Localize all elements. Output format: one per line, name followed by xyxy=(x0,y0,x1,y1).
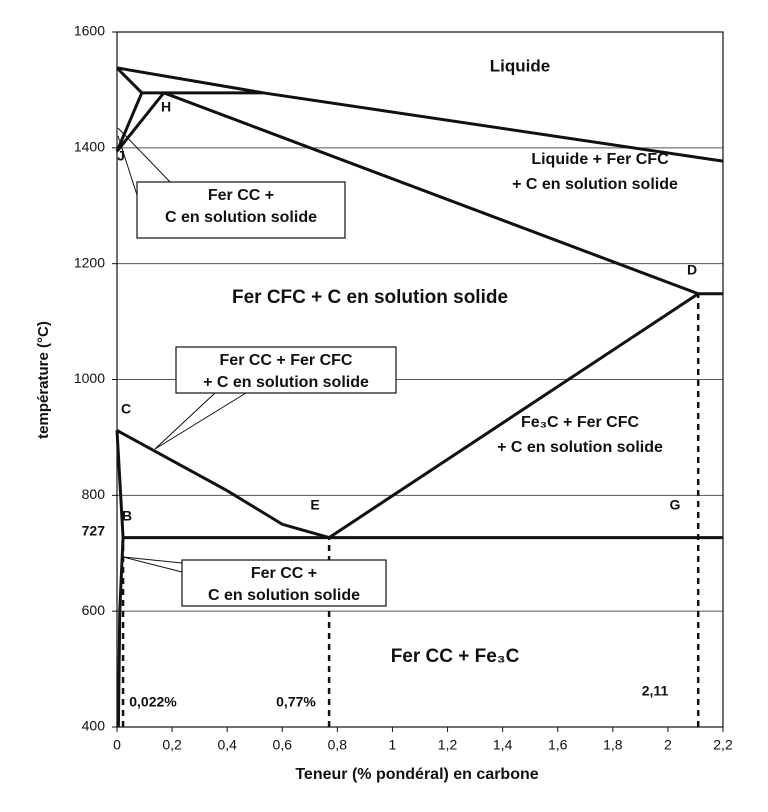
callout-pointer xyxy=(154,392,216,450)
callout-box xyxy=(175,346,397,394)
x-tick-label: 2 xyxy=(664,737,672,753)
phase-boundary xyxy=(115,430,125,538)
callout-pointer xyxy=(122,556,183,564)
composition-label: 0,022% xyxy=(129,694,177,710)
y-tick-label: 1400 xyxy=(74,139,105,155)
region-label: Liquide xyxy=(490,56,550,75)
x-tick-label: 1,8 xyxy=(603,737,623,753)
region-label: + C en solution solide xyxy=(512,176,678,193)
phase-boundary xyxy=(116,429,330,540)
x-tick-label: 1,2 xyxy=(438,737,458,753)
composition-label: 0,77% xyxy=(276,694,316,710)
region-label: + C en solution solide xyxy=(497,439,663,456)
y-tick-label: 600 xyxy=(82,602,106,618)
y-tick-label: 800 xyxy=(82,486,106,502)
callout-box xyxy=(136,181,346,239)
point-label: D xyxy=(687,262,697,278)
phase-boundary xyxy=(115,91,165,153)
x-tick-label: 0,8 xyxy=(328,737,348,753)
callout-text: Fer CC + Fer CFC xyxy=(220,352,353,369)
y-tick-label: 1000 xyxy=(74,370,105,386)
region-label: Liquide + Fer CFC xyxy=(531,151,669,168)
y-axis-title: température (°C) xyxy=(35,321,52,439)
callout-pointer xyxy=(117,135,138,196)
region-label: Fer CC + Fe₃C xyxy=(391,646,520,667)
plot-border xyxy=(116,31,724,728)
phase-boundary xyxy=(115,92,144,152)
y-tick-label: 727 xyxy=(82,522,106,538)
point-label: C xyxy=(121,401,131,417)
callout-text: C en solution solide xyxy=(165,209,317,226)
phase-boundary xyxy=(116,537,125,728)
x-tick-label: 1 xyxy=(389,737,397,753)
phase-boundary xyxy=(116,66,724,163)
x-tick-label: 1,6 xyxy=(548,737,568,753)
callout-text: + C en solution solide xyxy=(203,374,369,391)
x-axis-title: Teneur (% pondéral) en carbone xyxy=(295,766,538,783)
point-label: J xyxy=(117,148,125,164)
callout-box xyxy=(181,559,387,607)
x-tick-label: 0,6 xyxy=(273,737,293,753)
phase-boundary xyxy=(328,292,700,539)
x-tick-label: 0,4 xyxy=(217,737,237,753)
callout-text: Fer CC + xyxy=(208,187,274,204)
point-label: B xyxy=(122,508,132,524)
x-tick-label: 1,4 xyxy=(493,737,513,753)
x-tick-label: 0,2 xyxy=(162,737,182,753)
callout-pointer xyxy=(154,392,247,450)
y-tick-label: 400 xyxy=(82,718,106,734)
callout-pointer xyxy=(117,127,173,185)
point-label: H xyxy=(161,99,171,115)
y-tick-label: 1600 xyxy=(74,23,105,39)
callout-text: C en solution solide xyxy=(208,587,360,604)
region-label: Fer CFC + C en solution solide xyxy=(232,287,508,308)
callout-pointer xyxy=(122,556,183,573)
point-label: G xyxy=(670,497,681,513)
x-tick-label: 2,2 xyxy=(713,737,733,753)
point-label: E xyxy=(310,497,319,513)
composition-label: 2,11 xyxy=(642,683,669,699)
y-tick-label: 1200 xyxy=(74,254,105,270)
callout-text: Fer CC + xyxy=(251,565,317,582)
region-label: Fe₃C + Fer CFC xyxy=(521,414,640,431)
x-tick-label: 0 xyxy=(113,737,121,753)
phase-boundary xyxy=(115,66,143,94)
phase-boundary xyxy=(163,91,699,296)
